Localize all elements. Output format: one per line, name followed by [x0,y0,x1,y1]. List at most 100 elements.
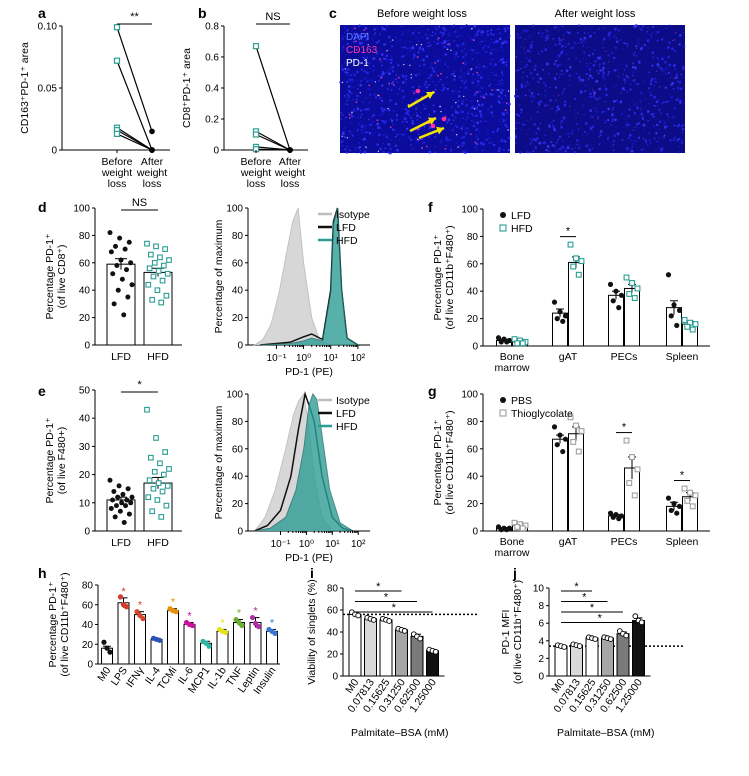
micro-before-nucleus [451,147,453,149]
micro-before-nucleus [473,121,476,124]
micro-before-nucleus [373,93,376,96]
micro-before-nucleus [490,38,492,41]
micro-before-nucleus [432,104,435,107]
micro-before-nucleus [504,40,508,44]
micro-after-nucleus [603,39,605,41]
micro-before-nucleus [455,109,457,111]
micro-after-nucleus [517,69,520,72]
micro-before-nucleus [385,24,388,27]
micro-before-nucleus [457,111,460,114]
micro-before-nucleus [475,52,477,54]
g-legend-label: Thioglycolate [511,408,573,420]
micro-before-nucleus [438,116,442,120]
micro-before-nucleus [363,145,366,147]
micro-after-nucleus [563,118,565,120]
micro-before-nucleus [428,150,432,154]
e-point-lfd [111,489,117,495]
micro-after-cd163-signal [602,47,604,49]
micro-after-nucleus [523,66,526,69]
micro-before-nucleus [350,46,352,48]
micro-after-nucleus [592,63,596,67]
micro-after-nucleus [606,118,610,122]
micro-after-nucleus [526,31,528,33]
g-point [668,507,674,514]
micro-after-nucleus [592,130,594,132]
micro-after-nucleus [633,135,635,138]
micro-after-nucleus [659,66,663,70]
micro-after-nucleus [591,125,595,128]
h-bar [216,630,229,665]
micro-before-nucleus [482,65,485,68]
panel-label-i: i [310,565,314,581]
micro-before-nucleus [477,103,481,107]
micro-after-nucleus [531,140,533,142]
micro-after-nucleus [607,136,610,139]
micro-after-nucleus [660,57,664,61]
micro-after-nucleus [613,27,617,31]
micro-after-nucleus [578,146,581,149]
micro-after-nucleus [627,115,631,118]
micro-before-nucleus [353,37,357,40]
g-point [551,424,558,430]
f-y-tick-label: 100 [461,205,478,216]
micro-after-nucleus [607,71,610,73]
micro-before-nucleus [390,88,393,91]
micro-after-nucleus [582,114,584,116]
micro-after-nucleus [531,41,533,43]
micro-before-nucleus [359,149,361,152]
micro-after-nucleus [583,51,586,54]
micro-before-nucleus [377,40,380,43]
micro-before-nucleus [419,116,422,119]
micro-after-nucleus [528,151,531,154]
micro-after-nucleus [516,119,519,121]
micro-before-pd1-signal [507,129,509,131]
micro-after-nucleus [603,26,606,30]
micro-after-nucleus [575,72,577,74]
micro-before-cd163-signal [389,126,392,129]
micro-before-nucleus [419,65,421,67]
micro-before-nucleus [465,52,468,55]
micro-before-nucleus [374,131,377,134]
micro-after-nucleus [681,131,684,134]
micro-after-nucleus [588,96,590,98]
micro-before-nucleus [357,94,360,98]
micro-after-nucleus [589,96,592,98]
micro-after-nucleus [635,83,637,85]
micro-before-nucleus [434,135,437,138]
micro-after-nucleus [557,107,560,111]
j-comparison-label: * [598,613,603,625]
micro-after-cd163-signal [663,135,665,137]
micro-before-nucleus [406,127,409,130]
micro-before-pd1-signal [471,27,473,30]
micro-before-nucleus [396,92,399,95]
micro-before-nucleus [495,74,498,77]
micro-before-cd163-signal [421,147,424,149]
micro-before-nucleus [461,42,465,46]
micro-after-nucleus [680,125,683,128]
micro-before-nucleus [433,110,436,113]
micro-before-nucleus [341,145,344,147]
micro-after-nucleus [514,94,517,98]
h-point [140,615,146,622]
b-x-tick-label: loss [247,178,266,190]
micro-before-nucleus [435,133,438,135]
micro-after-nucleus [588,74,592,78]
micro-before-nucleus [360,123,363,126]
micro-before-nucleus [451,89,454,93]
micro-before-nucleus [508,102,511,106]
micro-before-nucleus [369,59,372,62]
j-y-tick-label: 8 [538,601,544,612]
micro-before-nucleus [373,69,375,71]
micro-before-nucleus [367,79,371,82]
micro-before-cd163-signal [376,119,379,122]
micro-after-nucleus [594,49,596,51]
micro-before-nucleus [498,147,501,150]
d-point-hfd [155,268,162,274]
h-point [249,614,256,621]
micro-before-nucleus [453,40,455,42]
panel-label-f: f [428,199,433,215]
micro-after-nucleus [657,59,660,62]
micro-before-pd1-signal [507,90,510,92]
micro-before-nucleus [494,49,498,52]
